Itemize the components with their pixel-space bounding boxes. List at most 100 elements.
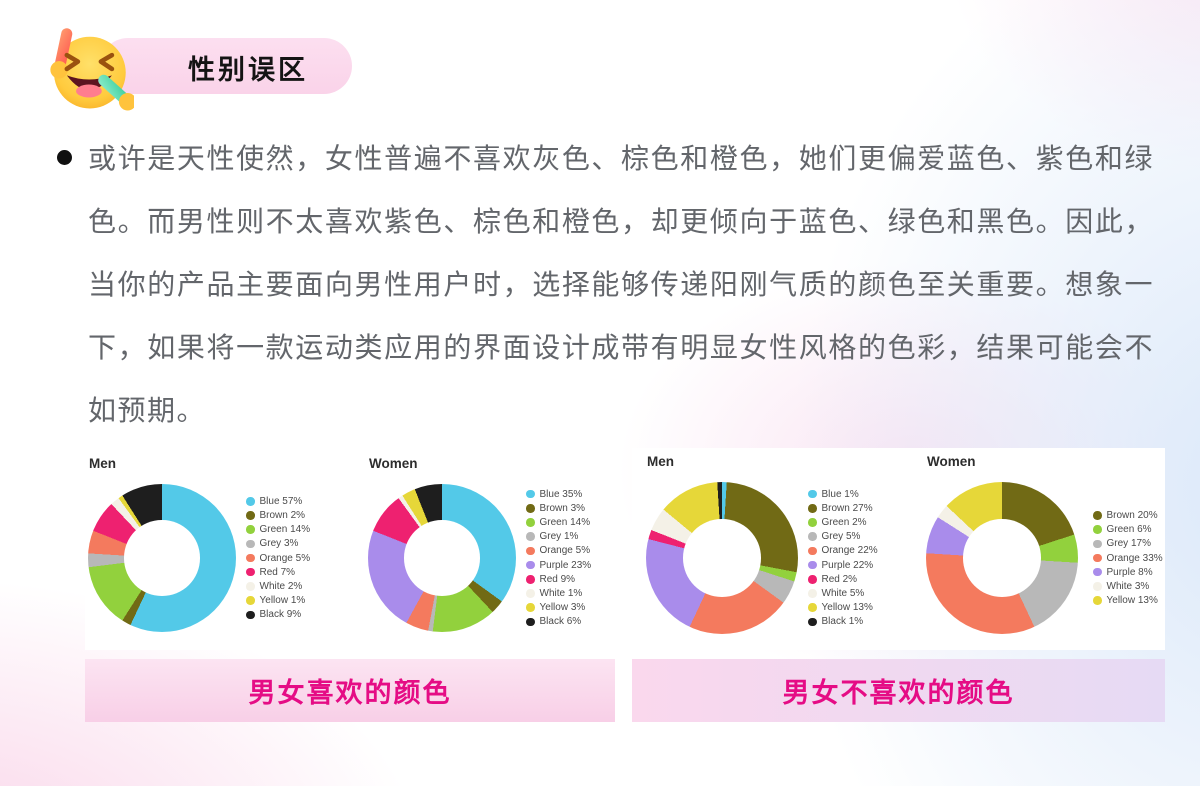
legend-item: Orange 5% xyxy=(526,544,591,558)
legend-label: Grey 3% xyxy=(259,538,299,550)
bullet-point xyxy=(57,150,72,165)
legend-item: Green 14% xyxy=(526,515,591,529)
legend-label: Purple 23% xyxy=(539,559,592,571)
legend-item: Brown 2% xyxy=(246,508,310,522)
legend-color-dot xyxy=(1093,582,1102,591)
legend-item: Yellow 3% xyxy=(526,601,591,615)
legend-item: Green 6% xyxy=(1093,523,1163,537)
caption-liked-colors: 男女喜欢的颜色 xyxy=(85,659,615,722)
legend-item: Grey 3% xyxy=(246,537,310,551)
legend-label: Brown 27% xyxy=(821,502,873,514)
legend-color-dot xyxy=(526,617,535,627)
legend-color-dot xyxy=(526,532,535,541)
legend-item: Blue 35% xyxy=(526,487,591,501)
legend-color-dot xyxy=(1093,539,1102,549)
legend-color-dot xyxy=(246,511,255,520)
chart-title: Women xyxy=(369,456,418,471)
legend-item: Grey 1% xyxy=(526,530,591,544)
legend-item: Brown 20% xyxy=(1093,508,1163,522)
legend-color-dot xyxy=(246,610,255,619)
legend-color-dot xyxy=(246,582,255,591)
body-paragraph: 或许是天性使然，女性普遍不喜欢灰色、棕色和橙色，她们更偏爱蓝色、紫色和绿色。而男… xyxy=(88,143,1154,426)
chart-legend: Blue 1% Brown 27% Green 2% Grey 5% Orange 22… xyxy=(808,487,878,629)
donut-ring xyxy=(368,484,516,632)
legend-label: Red 9% xyxy=(539,573,576,585)
legend-label: Orange 5% xyxy=(539,545,591,557)
legend-item: Grey 17% xyxy=(1093,537,1163,551)
legend-color-dot xyxy=(526,518,535,527)
legend-color-dot xyxy=(808,560,817,570)
legend-label: Yellow 3% xyxy=(539,602,586,614)
legend-label: Orange 5% xyxy=(259,552,311,564)
legend-item: White 5% xyxy=(808,586,878,600)
donut-chart-men-disliked: Men Blue 1% Brown 27% Green 2% Grey 5% Orang… xyxy=(646,454,878,634)
legend-item: Orange 33% xyxy=(1093,551,1163,565)
legend-item: Green 14% xyxy=(246,523,310,537)
legend-label: Blue 35% xyxy=(539,488,583,500)
legend-label: Grey 1% xyxy=(539,531,579,543)
legend-color-dot xyxy=(1093,511,1102,520)
liked-colors-card: Men Blue 57% Brown 2% Green 14% Grey 3% Oran… xyxy=(85,448,615,650)
legend-color-dot xyxy=(526,589,535,598)
legend-color-dot xyxy=(808,489,817,499)
legend-item: Grey 5% xyxy=(808,530,878,544)
legend-color-dot xyxy=(1093,596,1102,605)
legend-item: Orange 22% xyxy=(808,544,878,558)
chart-legend: Brown 20% Green 6% Grey 17% Orange 33% Purpl… xyxy=(1093,508,1163,607)
legend-label: Yellow 13% xyxy=(1106,595,1158,607)
legend-item: Purple 22% xyxy=(808,558,878,572)
legend-label: Brown 3% xyxy=(539,502,586,514)
donut-ring xyxy=(926,482,1078,634)
legend-item: Yellow 13% xyxy=(1093,593,1163,607)
chart-title: Women xyxy=(927,454,976,469)
legend-color-dot xyxy=(246,497,255,506)
chart-title: Men xyxy=(89,456,116,471)
legend-label: Purple 8% xyxy=(1106,566,1153,578)
legend-item: Brown 27% xyxy=(808,501,878,515)
legend-color-dot xyxy=(246,567,255,577)
legend-item: Yellow 13% xyxy=(808,601,878,615)
legend-label: Black 9% xyxy=(259,609,302,621)
legend-label: Black 1% xyxy=(821,616,864,628)
legend-label: Red 7% xyxy=(259,566,296,578)
legend-color-dot xyxy=(808,617,817,627)
legend-item: Purple 23% xyxy=(526,558,591,572)
laughing-emoji-icon xyxy=(50,28,134,111)
legend-label: Yellow 13% xyxy=(821,602,873,614)
legend-label: Blue 57% xyxy=(259,495,303,507)
legend-item: Red 9% xyxy=(526,572,591,586)
legend-color-dot xyxy=(246,596,255,605)
caption-disliked-colors: 男女不喜欢的颜色 xyxy=(632,659,1165,722)
donut-ring xyxy=(646,482,798,634)
legend-item: Red 2% xyxy=(808,572,878,586)
legend-label: Orange 22% xyxy=(821,545,878,557)
legend-label: Blue 1% xyxy=(821,488,859,500)
chart-title: Men xyxy=(647,454,674,469)
badge-pill xyxy=(100,38,352,94)
legend-label: Red 2% xyxy=(821,573,858,585)
legend-label: Grey 5% xyxy=(821,531,861,543)
chart-legend: Blue 35% Brown 3% Green 14% Grey 1% Orange 5… xyxy=(526,487,591,629)
legend-item: Black 6% xyxy=(526,615,591,629)
donut-chart-women-disliked: Women Brown 20% Green 6% Grey 17% Orange 33… xyxy=(926,454,1163,634)
donut-ring xyxy=(88,484,236,632)
legend-item: Black 1% xyxy=(808,615,878,629)
legend-item: White 3% xyxy=(1093,579,1163,593)
legend-color-dot xyxy=(1093,567,1102,577)
legend-color-dot xyxy=(808,532,817,541)
legend-color-dot xyxy=(808,518,817,527)
legend-item: Red 7% xyxy=(246,565,310,579)
legend-label: White 2% xyxy=(259,580,303,592)
legend-item: Orange 5% xyxy=(246,551,310,565)
legend-label: Brown 20% xyxy=(1106,509,1158,521)
legend-color-dot xyxy=(526,489,535,499)
legend-item: White 1% xyxy=(526,586,591,600)
legend-color-dot xyxy=(1093,525,1102,534)
legend-item: Green 2% xyxy=(808,515,878,529)
legend-item: White 2% xyxy=(246,579,310,593)
legend-label: White 1% xyxy=(539,587,583,599)
legend-item: Blue 1% xyxy=(808,487,878,501)
legend-label: Orange 33% xyxy=(1106,552,1163,564)
legend-color-dot xyxy=(808,589,817,598)
